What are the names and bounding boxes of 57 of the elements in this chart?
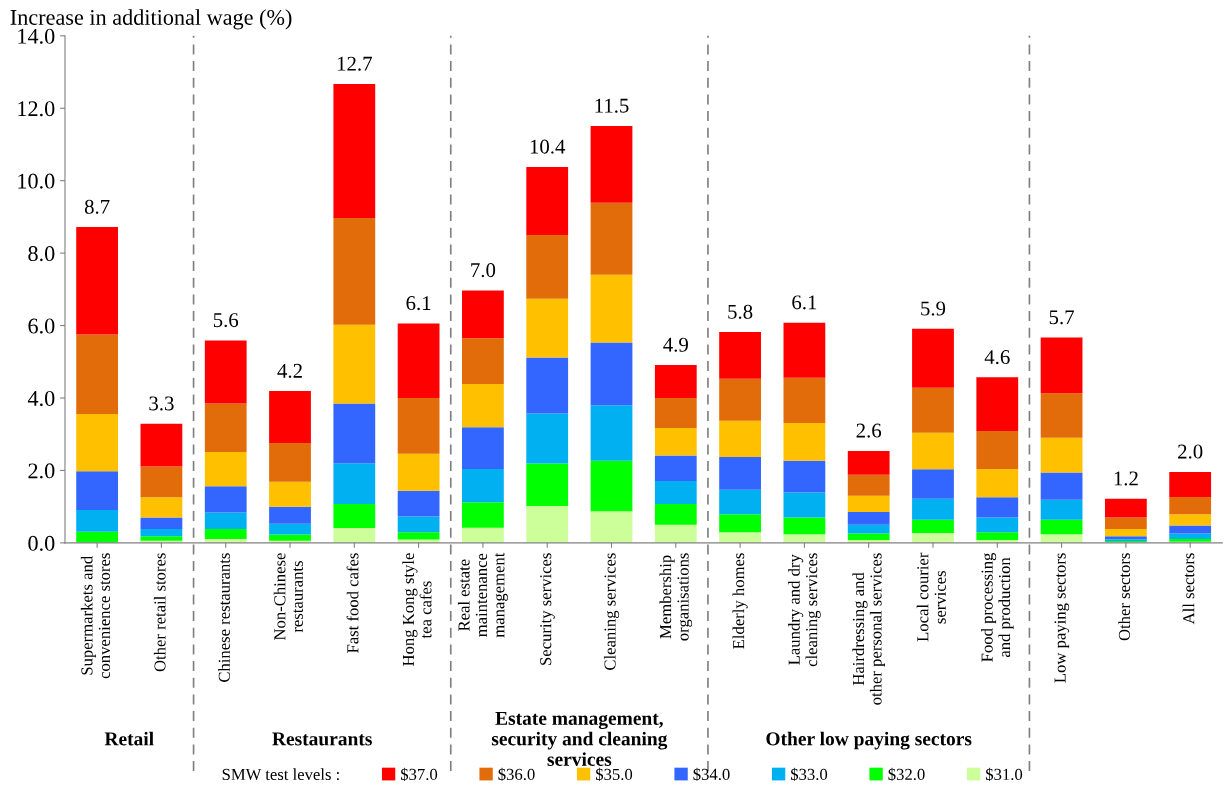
- y-axis-title: Increase in additional wage (%): [10, 9, 292, 30]
- total-label: 11.5: [595, 98, 629, 113]
- y-tick-label: 10.0: [18, 173, 55, 189]
- x-tick-label: Hong Kong style tea cafes: [402, 553, 432, 666]
- y-tick-label: 8.0: [28, 246, 55, 262]
- total-label: 5.6: [213, 313, 239, 328]
- x-tick-label: Laundry and dry cleaning services: [788, 553, 821, 667]
- legend-label: $36.0: [498, 767, 535, 782]
- total-label: 5.8: [728, 304, 753, 319]
- x-tick-label: Supermarkets and convenience stores: [80, 553, 111, 679]
- x-tick-label: Non-Chinese restaurants: [273, 553, 303, 641]
- y-tick-label: 0.0: [28, 535, 55, 551]
- x-tick-label: Low paying sectors: [1054, 553, 1070, 683]
- total-label: 2.0: [1178, 444, 1203, 459]
- total-label: 5.7: [1049, 310, 1074, 325]
- text: Restaurants: [272, 732, 372, 746]
- total-label: 4.2: [277, 363, 302, 378]
- x-tick-label: Real estate maintenance management: [457, 552, 508, 638]
- x-tick-label: Cleaning services: [603, 553, 620, 670]
- legend-label: $33.0: [790, 767, 828, 782]
- x-tick-label: Other retail stores: [153, 553, 166, 672]
- total-label: 8.7: [84, 199, 110, 214]
- legend-label: $35.0: [595, 767, 633, 782]
- total-label: 7.0: [471, 263, 496, 278]
- y-tick-label: 2.0: [28, 463, 55, 479]
- total-label: 10.4: [530, 139, 566, 154]
- legend-label: $37.0: [400, 767, 438, 782]
- total-label: 4.6: [984, 350, 1010, 365]
- text: Retail: [104, 731, 154, 746]
- x-tick-label: Security services: [540, 553, 555, 665]
- total-label: 6.1: [792, 295, 817, 310]
- total-label: 12.7: [337, 56, 372, 71]
- x-tick-label: All sectors: [1182, 553, 1195, 625]
- total-label: 2.6: [856, 423, 882, 438]
- total-label: 4.9: [663, 337, 688, 352]
- y-tick-label: 6.0: [28, 318, 55, 334]
- y-tick-label: 14.0: [18, 28, 55, 44]
- legend-label: $32.0: [888, 767, 925, 782]
- total-label: 6.1: [406, 296, 431, 311]
- x-tick-label: Fast food cafes: [346, 553, 359, 654]
- legend-label: $34.0: [693, 767, 730, 782]
- total-label: 3.3: [149, 396, 174, 411]
- x-tick-label: Chinese restaurants: [218, 553, 230, 682]
- x-tick-label: Local courier services: [916, 552, 946, 642]
- x-tick-label: Hairdressing and other personal services: [852, 553, 885, 705]
- total-label: 1.2: [1114, 471, 1138, 486]
- y-tick-label: 4.0: [27, 390, 55, 407]
- legend-title: SMW test levels :: [222, 768, 339, 781]
- x-tick-label: Other sectors: [1118, 553, 1131, 641]
- total-label: 5.9: [921, 301, 946, 316]
- y-tick-label: 12.0: [18, 101, 55, 117]
- x-tick-label: Elderly homes: [732, 553, 748, 649]
- text: Other low paying sectors: [766, 731, 972, 750]
- legend-label: $31.0: [985, 767, 1023, 782]
- text: Estate management, security and cleaning services: [491, 712, 668, 766]
- x-tick-label: Membership organisations: [659, 553, 693, 641]
- x-tick-label: Food processing and production: [980, 552, 1014, 662]
